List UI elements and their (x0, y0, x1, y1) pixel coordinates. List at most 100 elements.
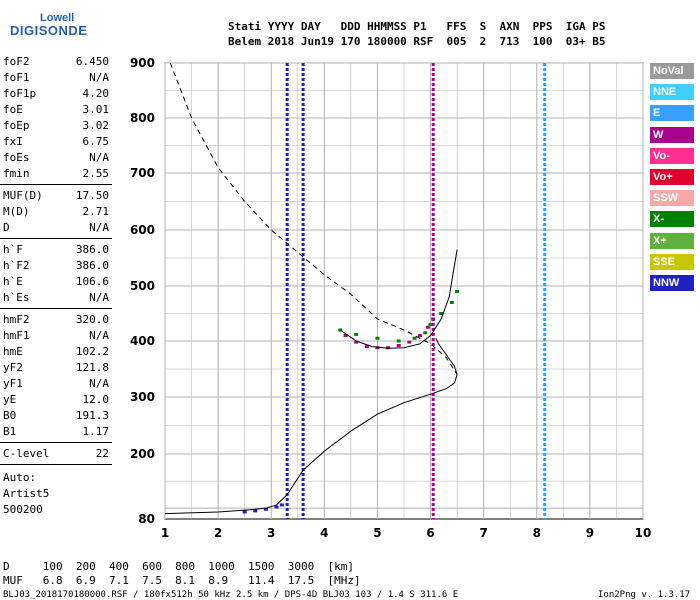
legend-sse: SSE (650, 253, 694, 270)
x-mode-echo-mark (375, 336, 380, 340)
x-mode-echo-mark (449, 301, 454, 304)
e-layer-echo-mark (253, 509, 258, 513)
param-key: foF2 (3, 55, 30, 68)
x-mode-echo-mark (428, 323, 433, 326)
param-key: yF2 (3, 361, 23, 374)
param-value: 121.8 (75, 361, 109, 374)
param-value: N/A (89, 291, 109, 304)
o-mode-echo-mark (396, 343, 401, 347)
param-foes: foEs N/A (3, 151, 109, 167)
x-tick-label: 10 (635, 526, 652, 540)
param-separator (0, 238, 112, 239)
param-value: N/A (89, 329, 109, 342)
param-key: fmin (3, 167, 30, 180)
legend-nne: NNE (650, 84, 694, 101)
param-value: 386.0 (75, 259, 109, 272)
x-mode-echo-mark (423, 331, 428, 335)
param-foe: foE 3.01 (3, 103, 109, 119)
x-mode-echo-mark (396, 339, 401, 343)
param-hmf1: hmF1 N/A (3, 329, 109, 345)
autoscaling-info: Artist5 (3, 487, 50, 500)
legend-noval: NoVal (650, 63, 694, 79)
autoscaling-info: 500200 (3, 503, 43, 516)
param-value: 3.01 (82, 103, 110, 116)
curve-virtual-height-trace (339, 249, 458, 349)
param-key: foE (3, 103, 23, 116)
legend-nnw: NNW (650, 275, 694, 291)
param-value: 2.55 (82, 167, 110, 180)
param-value: 6.450 (75, 55, 109, 68)
param-value: N/A (89, 71, 109, 84)
param-separator (0, 464, 112, 465)
param-he: h`E 106.6 (3, 275, 109, 291)
o-mode-echo-mark (417, 334, 422, 337)
param-value: 102.2 (75, 345, 109, 358)
param-value: 2.71 (82, 205, 110, 218)
param-value: 1.17 (82, 425, 110, 438)
param-hes: h`Es N/A (3, 291, 109, 307)
param-key: foEs (3, 151, 30, 164)
param-key: D (3, 221, 10, 234)
y-tick-label: 600 (130, 223, 155, 237)
param-key: C-level (3, 447, 50, 460)
param-mufd: MUF(D) 17.50 (3, 189, 109, 205)
x-tick-label: 3 (267, 526, 275, 540)
param-key: yF1 (3, 377, 23, 390)
param-key: foF1p (3, 87, 37, 100)
footer-version: Ion2Png v. 1.3.17 (598, 590, 691, 600)
o-mode-echo-mark (386, 346, 391, 350)
param-hf2: h`F2 386.0 (3, 259, 109, 275)
o-mode-echo-mark (354, 340, 359, 344)
e-layer-echo-mark (263, 507, 268, 511)
legend-ssw: SSW (650, 190, 694, 207)
param-key: yE (3, 393, 17, 406)
x-tick-label: 7 (479, 526, 487, 540)
param-fof2: foF2 6.450 (3, 55, 109, 71)
logo-brand-small: Lowell (40, 12, 75, 24)
param-value: N/A (89, 221, 109, 234)
param-value: 320.0 (75, 313, 109, 326)
param-key: h`F2 (3, 259, 30, 272)
y-tick-label: 200 (130, 447, 155, 461)
param-key: B0 (3, 409, 17, 422)
param-value: 17.50 (75, 189, 109, 202)
o-mode-echo-mark (431, 317, 436, 321)
param-key: foF1 (3, 71, 30, 84)
param-yf1: yF1 N/A (3, 377, 109, 393)
param-value: 22 (95, 447, 109, 460)
param-key: foEp (3, 119, 30, 132)
param-key: M(D) (3, 205, 30, 218)
param-key: hmF1 (3, 329, 30, 342)
o-mode-echo-mark (375, 346, 380, 350)
x-tick-label: 8 (533, 526, 541, 540)
param-key: fxI (3, 135, 23, 148)
param-key: B1 (3, 425, 17, 438)
param-fof1p: foF1p 4.20 (3, 87, 109, 103)
x-mode-echo-mark (412, 336, 417, 340)
param-fxi: fxI 6.75 (3, 135, 109, 151)
x-tick-label: 9 (586, 526, 594, 540)
legend-vo: Vo+ (650, 169, 694, 185)
curve-electron-density-profile (164, 338, 458, 515)
param-value: 3.02 (82, 119, 110, 132)
legend-w: W (650, 126, 694, 143)
footer-muf-row: MUF 6.8 6.9 7.1 7.5 8.1 8.9 11.4 17.5 [M… (3, 574, 361, 587)
param-yf2: yF2 121.8 (3, 361, 109, 377)
param-value: 106.6 (75, 275, 109, 288)
param-clevel: C-level 22 (3, 447, 109, 463)
footer-file-info: BLJ03_2018170180000.RSF / 180fx512h 50 k… (3, 590, 459, 600)
param-hme: hmE 102.2 (3, 345, 109, 361)
e-layer-echo-mark (242, 510, 247, 514)
param-value: 191.3 (75, 409, 109, 422)
x-tick-label: 4 (320, 526, 328, 540)
o-mode-echo-mark (407, 340, 412, 344)
param-ye: yE 12.0 (3, 393, 109, 409)
param-d: D N/A (3, 221, 109, 237)
y-tick-label: 900 (130, 56, 155, 70)
legend-x: X- (650, 211, 694, 228)
header-line-1: Stati YYYY DAY DDD HHMMSS P1 FFS S AXN P… (228, 20, 606, 33)
param-separator (0, 308, 112, 309)
logo-brand-main: DIGISONDE (10, 23, 88, 38)
y-tick-label: 700 (130, 166, 155, 180)
